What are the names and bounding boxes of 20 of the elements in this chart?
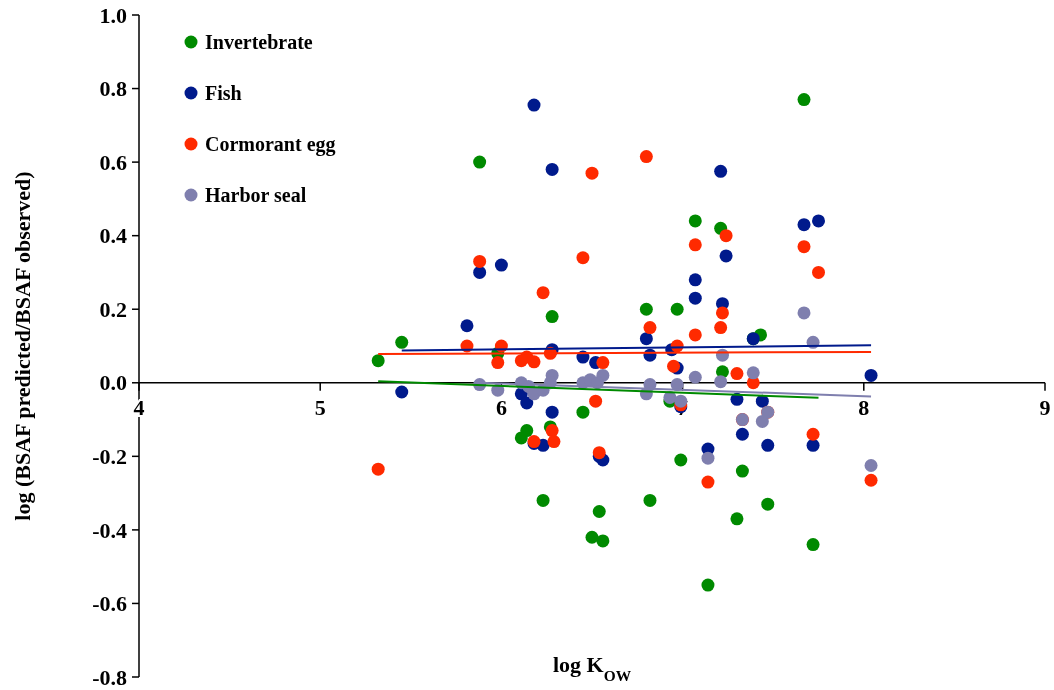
x-axis-title: log K$_{OW}$ [552,652,632,684]
y-tick-label: -0.6 [92,591,127,617]
y-tick-label: 0.4 [99,223,127,249]
legend-label: Invertebrate [205,31,313,53]
y-tick-label: 0.8 [99,76,127,102]
legend-label: Harbor seal [205,184,307,206]
y-tick-label: -0.2 [92,444,127,470]
x-tick-label: 5 [314,394,326,420]
y-tick-label: -0.4 [92,517,127,543]
y-tick-label: 0.2 [99,296,127,322]
legend-label: Fish [205,82,242,104]
y-tick-label: 1.0 [99,2,127,28]
x-tick-label: 6 [495,394,507,420]
y-tick-label: 0.0 [99,370,127,396]
x-tick-label: 9 [1039,394,1051,420]
y-tick-label: -0.8 [92,664,127,690]
x-tick-label: 8 [858,394,870,420]
legend-label: Cormorant egg [205,133,336,156]
y-axis-title: log (BSAF predicted/BSAF observed) [10,171,35,521]
y-tick-label: 0.6 [99,149,127,175]
